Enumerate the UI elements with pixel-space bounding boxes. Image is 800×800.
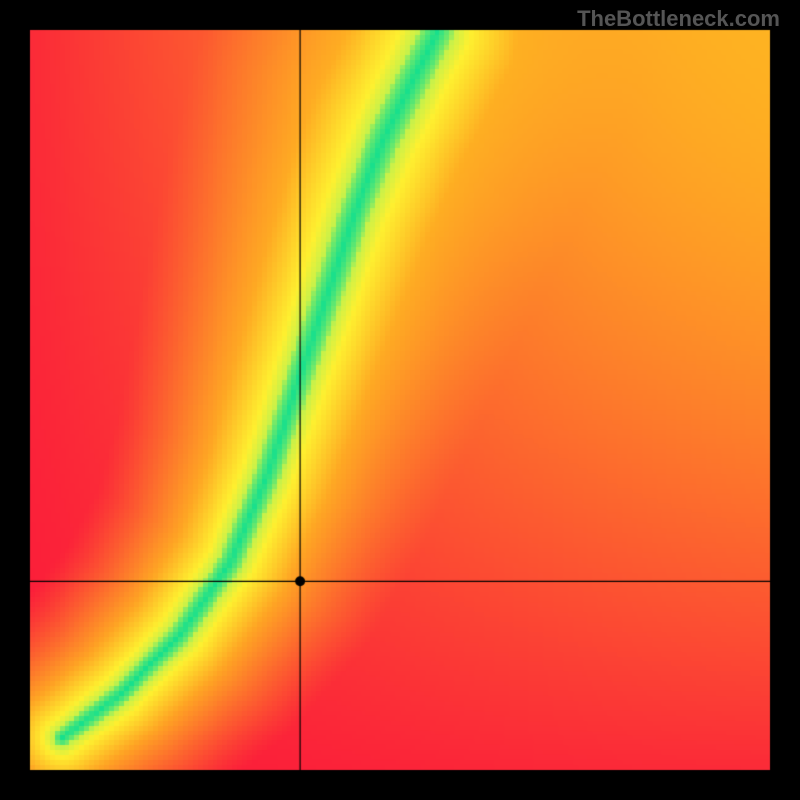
root: TheBottleneck.com bbox=[0, 0, 800, 800]
heatmap-canvas bbox=[0, 0, 800, 800]
watermark-text: TheBottleneck.com bbox=[577, 6, 780, 32]
